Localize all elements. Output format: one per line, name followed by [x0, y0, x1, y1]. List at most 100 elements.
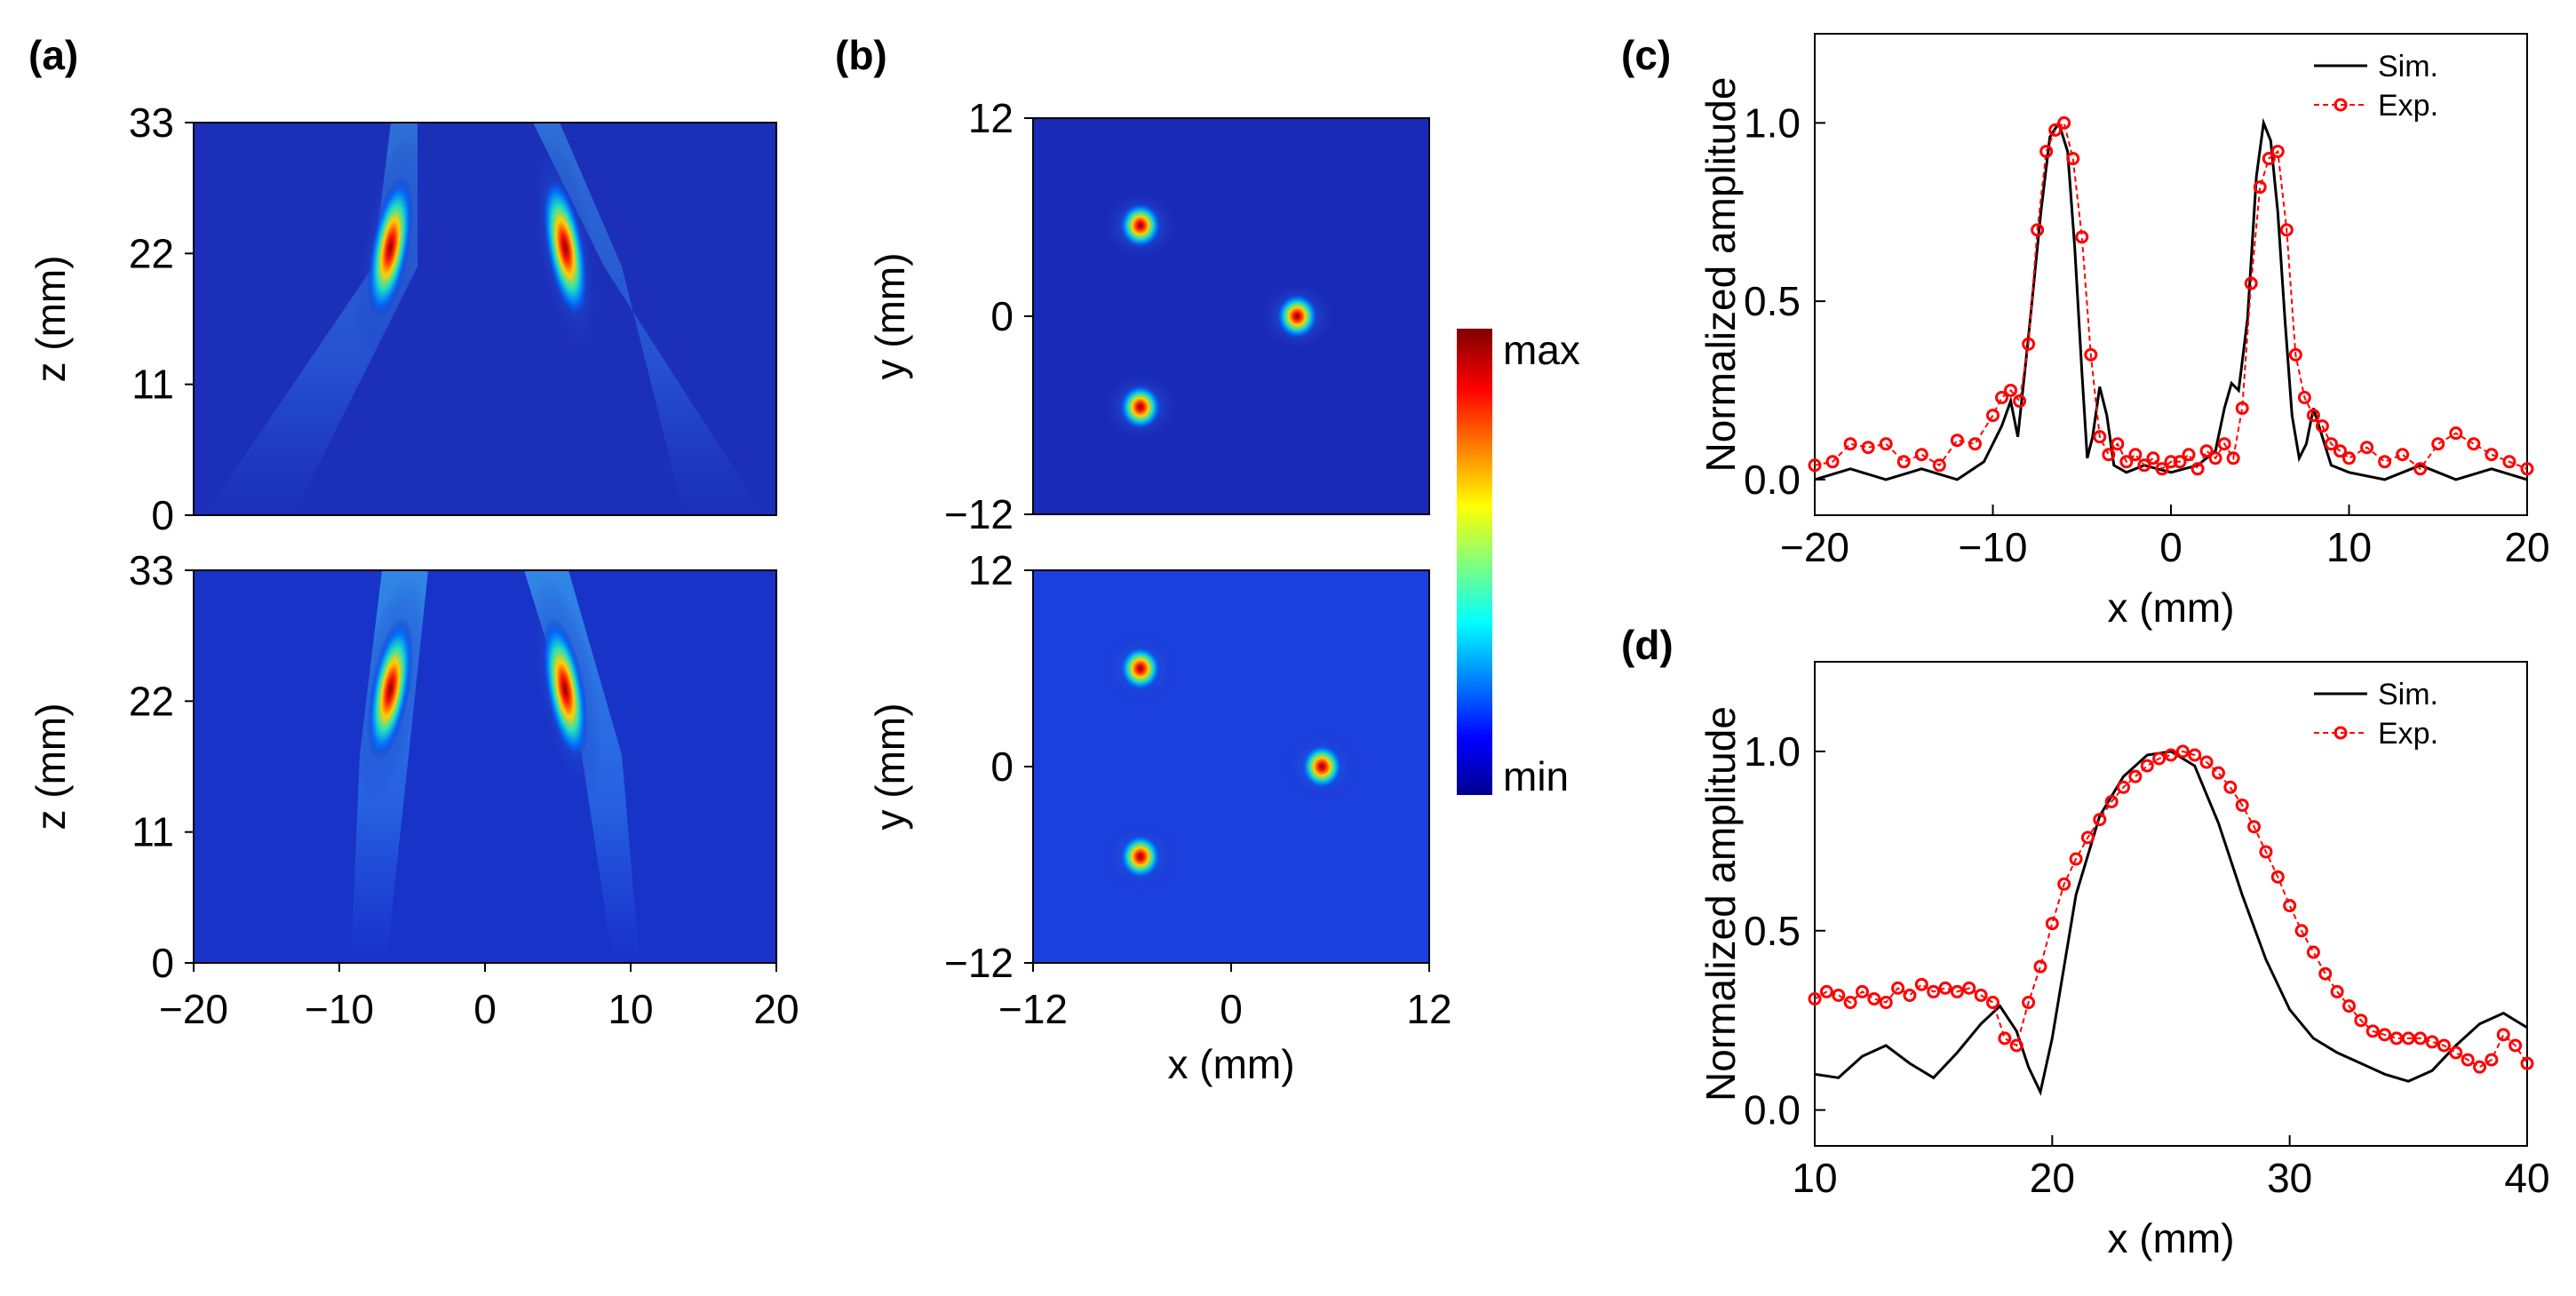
exp-data-point [1968, 437, 1982, 451]
y-tick-label: 1.0 [1744, 728, 1801, 775]
heatmap-b-bottom-background [1033, 570, 1429, 963]
x-tick-label: 40 [2504, 1155, 2549, 1201]
spots-b-bottom [1101, 632, 1362, 893]
exp-data-point [2066, 152, 2080, 166]
exp-data-point [2175, 744, 2190, 759]
exp-data-point [2128, 448, 2143, 462]
y-tick-label: 0 [990, 743, 1014, 790]
y-tick-label: 33 [129, 99, 174, 146]
exp-data-point [2048, 123, 2063, 137]
exp-data-point [1986, 409, 2000, 423]
exp-data-point [2413, 1031, 2428, 1046]
exp-data-point [2173, 455, 2187, 469]
exp-data-point [2084, 347, 2098, 362]
legend-label: Sim. [2378, 678, 2438, 712]
exp-data-point [2330, 984, 2344, 998]
y-tick-label: 0.0 [1744, 1087, 1801, 1133]
focal-spot [367, 617, 414, 761]
y-tick-label: 22 [129, 678, 174, 724]
exp-data-point [2354, 1014, 2368, 1028]
exp-data-point [2199, 755, 2214, 769]
x-tick-label: −10 [305, 986, 374, 1032]
exp-data-point [2022, 996, 2036, 1010]
y-tick-label: 12 [968, 95, 1014, 141]
x-tick-label: 10 [1792, 1155, 1837, 1201]
focal-spot [367, 175, 414, 320]
line-chart-d: 10 20 30 40 0.0 0.5 1.0 x (mm) Normalized amplit… [1697, 661, 2550, 1261]
y-tick-label: 22 [129, 230, 174, 276]
exp-data-point [2449, 1046, 2463, 1060]
exp-data-point [2223, 780, 2238, 794]
y-tick-label: 0 [990, 293, 1014, 339]
exp-data-point [1808, 458, 1822, 473]
exp-data-point [2270, 870, 2285, 884]
exp-data-point [2164, 455, 2178, 469]
exp-data-point [2270, 144, 2285, 158]
focal-spot [542, 175, 589, 320]
spots-a-bottom [354, 575, 601, 804]
focal-spot [542, 617, 589, 761]
beam-glow-right [533, 123, 764, 515]
exp-data-point [2119, 455, 2134, 469]
exp-data-point [1891, 981, 1905, 995]
exp-data-point [2009, 1038, 2023, 1053]
exp-data-point [2057, 115, 2071, 130]
exp-data-point [2333, 444, 2347, 458]
exp-data-point [2378, 1028, 2392, 1042]
exp-data-point [2211, 766, 2225, 780]
panel-label-c: (c) [1621, 32, 1671, 78]
exp-data-point [1927, 984, 1941, 998]
exp-data-point [1950, 433, 1964, 448]
exp-data-point [1808, 991, 1822, 1006]
series-line-exp [1814, 121, 2528, 471]
y-tick-label: 0.5 [1744, 278, 1801, 324]
exp-data-point [2253, 180, 2267, 195]
x-tick-label: −20 [1780, 524, 1849, 570]
exp-data-point [1914, 448, 1928, 462]
focal-spot [1118, 202, 1162, 249]
y-tick-label: 0.0 [1744, 457, 1801, 503]
exp-data-point [2365, 1024, 2380, 1038]
exp-data-point [1879, 437, 1893, 451]
x-tick-label: 30 [2267, 1155, 2312, 1201]
exp-data-point [1938, 981, 1952, 995]
legend-label: Sim. [2378, 50, 2438, 83]
y-tick-label: 12 [968, 547, 1014, 593]
exp-data-point [1995, 391, 2009, 405]
exp-data-point [2396, 448, 2410, 462]
exp-data-point [1986, 996, 2000, 1010]
exp-data-point [1825, 455, 1840, 469]
spots-a-top [354, 133, 601, 362]
y-tick-label: −12 [944, 940, 1014, 986]
exp-data-point [2485, 1053, 2499, 1067]
x-axis-title: x (mm) [2107, 584, 2234, 631]
y-axis-title: z (mm) [28, 703, 74, 830]
exp-data-point [2413, 462, 2428, 476]
y-tick-label: 33 [129, 547, 174, 593]
exp-data-point [2378, 455, 2392, 469]
exp-data-point [2117, 780, 2131, 794]
exp-data-point [2013, 394, 2027, 409]
legend-label: Exp. [2378, 717, 2438, 751]
exp-data-point [2155, 462, 2169, 476]
y-axis-title: y (mm) [867, 703, 913, 830]
exp-data-point [2315, 419, 2329, 433]
exp-data-point [1843, 437, 1857, 451]
exp-data-point [2279, 223, 2294, 237]
y-axis-title: Normalized amplitude [1697, 77, 1744, 473]
heatmap-a-bottom-background [194, 570, 776, 963]
focal-spot [1276, 293, 1319, 339]
exp-data-point [1974, 988, 1988, 1002]
x-tick-label: −20 [159, 986, 228, 1032]
x-tick-label: 0 [1220, 986, 1243, 1032]
exp-data-point [2431, 437, 2445, 451]
exp-data-point [2318, 966, 2333, 981]
y-tick-label: 1.0 [1744, 99, 1801, 146]
y-tick-label: −12 [944, 491, 1014, 537]
exp-data-point [1998, 1031, 2012, 1046]
exp-data-point [2022, 337, 2036, 351]
exp-data-point [2093, 430, 2107, 444]
exp-data-point [2031, 223, 2045, 237]
colorbar-gradient [1457, 329, 1492, 795]
